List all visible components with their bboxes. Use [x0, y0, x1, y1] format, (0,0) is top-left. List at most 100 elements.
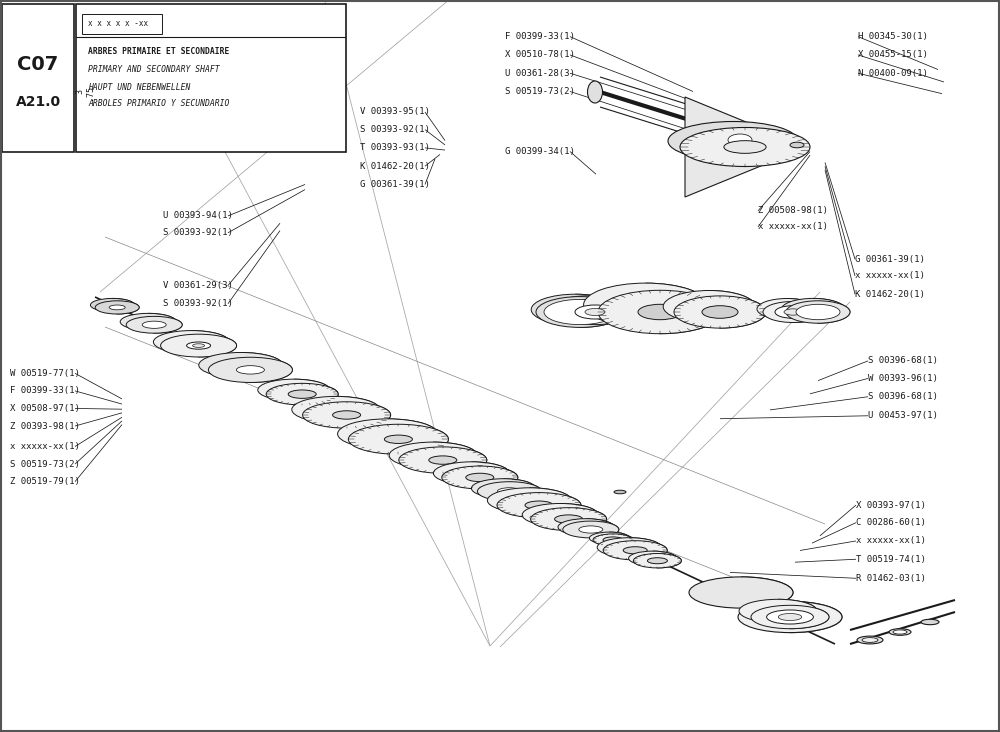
Ellipse shape	[593, 534, 633, 546]
Polygon shape	[813, 299, 850, 324]
Text: K 01462-20(1): K 01462-20(1)	[360, 162, 430, 171]
Text: S 00519-73(2): S 00519-73(2)	[10, 460, 80, 468]
Text: S 00519-73(2): S 00519-73(2)	[505, 87, 575, 96]
Ellipse shape	[161, 335, 237, 357]
Text: S 00393-92(1): S 00393-92(1)	[163, 228, 233, 237]
Text: X 00508-97(1): X 00508-97(1)	[10, 404, 80, 413]
Text: G 00361-39(1): G 00361-39(1)	[855, 255, 925, 264]
Polygon shape	[778, 600, 829, 629]
Ellipse shape	[629, 551, 677, 566]
Ellipse shape	[433, 462, 509, 485]
Ellipse shape	[857, 636, 883, 644]
Text: x xxxxx-xx(1): x xxxxx-xx(1)	[855, 272, 925, 280]
Ellipse shape	[399, 447, 487, 474]
Ellipse shape	[763, 302, 823, 323]
Text: Z 00508-98(1): Z 00508-98(1)	[758, 206, 828, 215]
Ellipse shape	[767, 610, 813, 624]
Text: S 00396-68(1): S 00396-68(1)	[868, 356, 938, 365]
Ellipse shape	[724, 141, 766, 153]
Polygon shape	[588, 296, 631, 324]
Ellipse shape	[120, 313, 176, 330]
Ellipse shape	[889, 629, 911, 635]
Text: A21.0: A21.0	[15, 95, 61, 109]
Bar	[82, 14, 162, 34]
Ellipse shape	[95, 301, 139, 314]
Ellipse shape	[584, 283, 708, 326]
Polygon shape	[575, 294, 624, 327]
Ellipse shape	[303, 402, 391, 428]
Text: U 00393-94(1): U 00393-94(1)	[163, 212, 233, 220]
Polygon shape	[294, 379, 338, 405]
Bar	[76, 4, 346, 152]
Ellipse shape	[208, 357, 292, 382]
Ellipse shape	[236, 366, 264, 374]
Ellipse shape	[384, 435, 412, 444]
Text: F 00399-33(1): F 00399-33(1)	[10, 386, 80, 395]
Ellipse shape	[531, 294, 619, 325]
Polygon shape	[336, 397, 391, 428]
Ellipse shape	[623, 547, 647, 554]
Ellipse shape	[187, 342, 211, 349]
Ellipse shape	[614, 490, 626, 494]
Ellipse shape	[589, 532, 629, 544]
Ellipse shape	[751, 605, 829, 629]
Ellipse shape	[109, 305, 125, 310]
Ellipse shape	[778, 613, 802, 621]
Ellipse shape	[258, 379, 330, 400]
Ellipse shape	[579, 526, 603, 533]
Ellipse shape	[796, 305, 840, 320]
Polygon shape	[148, 313, 182, 333]
Ellipse shape	[588, 81, 602, 103]
Ellipse shape	[893, 630, 907, 634]
Polygon shape	[787, 299, 823, 323]
Ellipse shape	[757, 299, 817, 319]
Ellipse shape	[603, 537, 623, 543]
Ellipse shape	[153, 331, 229, 354]
Text: N 00400-09(1): N 00400-09(1)	[858, 69, 928, 78]
Text: x xxxxx-xx(1): x xxxxx-xx(1)	[10, 442, 80, 451]
Ellipse shape	[466, 474, 494, 482]
Text: R 01462-03(1): R 01462-03(1)	[856, 574, 926, 583]
Ellipse shape	[442, 466, 518, 489]
Text: C 00286-60(1): C 00286-60(1)	[856, 518, 926, 527]
Ellipse shape	[471, 479, 535, 498]
Ellipse shape	[702, 306, 738, 318]
Ellipse shape	[536, 296, 624, 327]
Text: X 00455-15(1): X 00455-15(1)	[858, 51, 928, 59]
Ellipse shape	[720, 130, 760, 150]
Polygon shape	[609, 532, 633, 546]
Ellipse shape	[781, 299, 845, 321]
Text: H 00345-30(1): H 00345-30(1)	[858, 32, 928, 41]
Text: C07: C07	[17, 54, 59, 73]
Ellipse shape	[668, 122, 798, 160]
Ellipse shape	[555, 515, 583, 523]
Text: x xxxxx-xx(1): x xxxxx-xx(1)	[758, 223, 828, 231]
Ellipse shape	[558, 519, 614, 536]
Polygon shape	[653, 551, 681, 568]
Ellipse shape	[193, 344, 205, 348]
Text: F 00399-33(1): F 00399-33(1)	[505, 32, 575, 41]
Ellipse shape	[333, 411, 361, 419]
Ellipse shape	[90, 299, 134, 312]
Polygon shape	[709, 291, 766, 328]
Text: T 00393-93(1): T 00393-93(1)	[360, 143, 430, 152]
Text: V 00393-95(1): V 00393-95(1)	[360, 108, 430, 116]
Ellipse shape	[497, 488, 521, 495]
Text: G 00361-39(1): G 00361-39(1)	[360, 180, 430, 189]
Ellipse shape	[575, 305, 615, 319]
Ellipse shape	[786, 301, 850, 324]
Text: ARBOLES PRIMARIO Y SECUNDARIO: ARBOLES PRIMARIO Y SECUNDARIO	[88, 100, 229, 108]
Text: W 00393-96(1): W 00393-96(1)	[868, 374, 938, 383]
Ellipse shape	[738, 602, 842, 632]
Polygon shape	[112, 299, 139, 314]
Ellipse shape	[477, 482, 541, 501]
Ellipse shape	[739, 600, 817, 623]
Text: .75: .75	[86, 84, 94, 100]
Text: V 00361-29(3): V 00361-29(3)	[163, 281, 233, 290]
Ellipse shape	[552, 296, 624, 321]
Ellipse shape	[266, 384, 338, 405]
Polygon shape	[741, 577, 842, 632]
Text: PRIMARY AND SECONDARY SHAFT: PRIMARY AND SECONDARY SHAFT	[88, 65, 220, 75]
Polygon shape	[629, 538, 667, 560]
Ellipse shape	[585, 308, 605, 315]
